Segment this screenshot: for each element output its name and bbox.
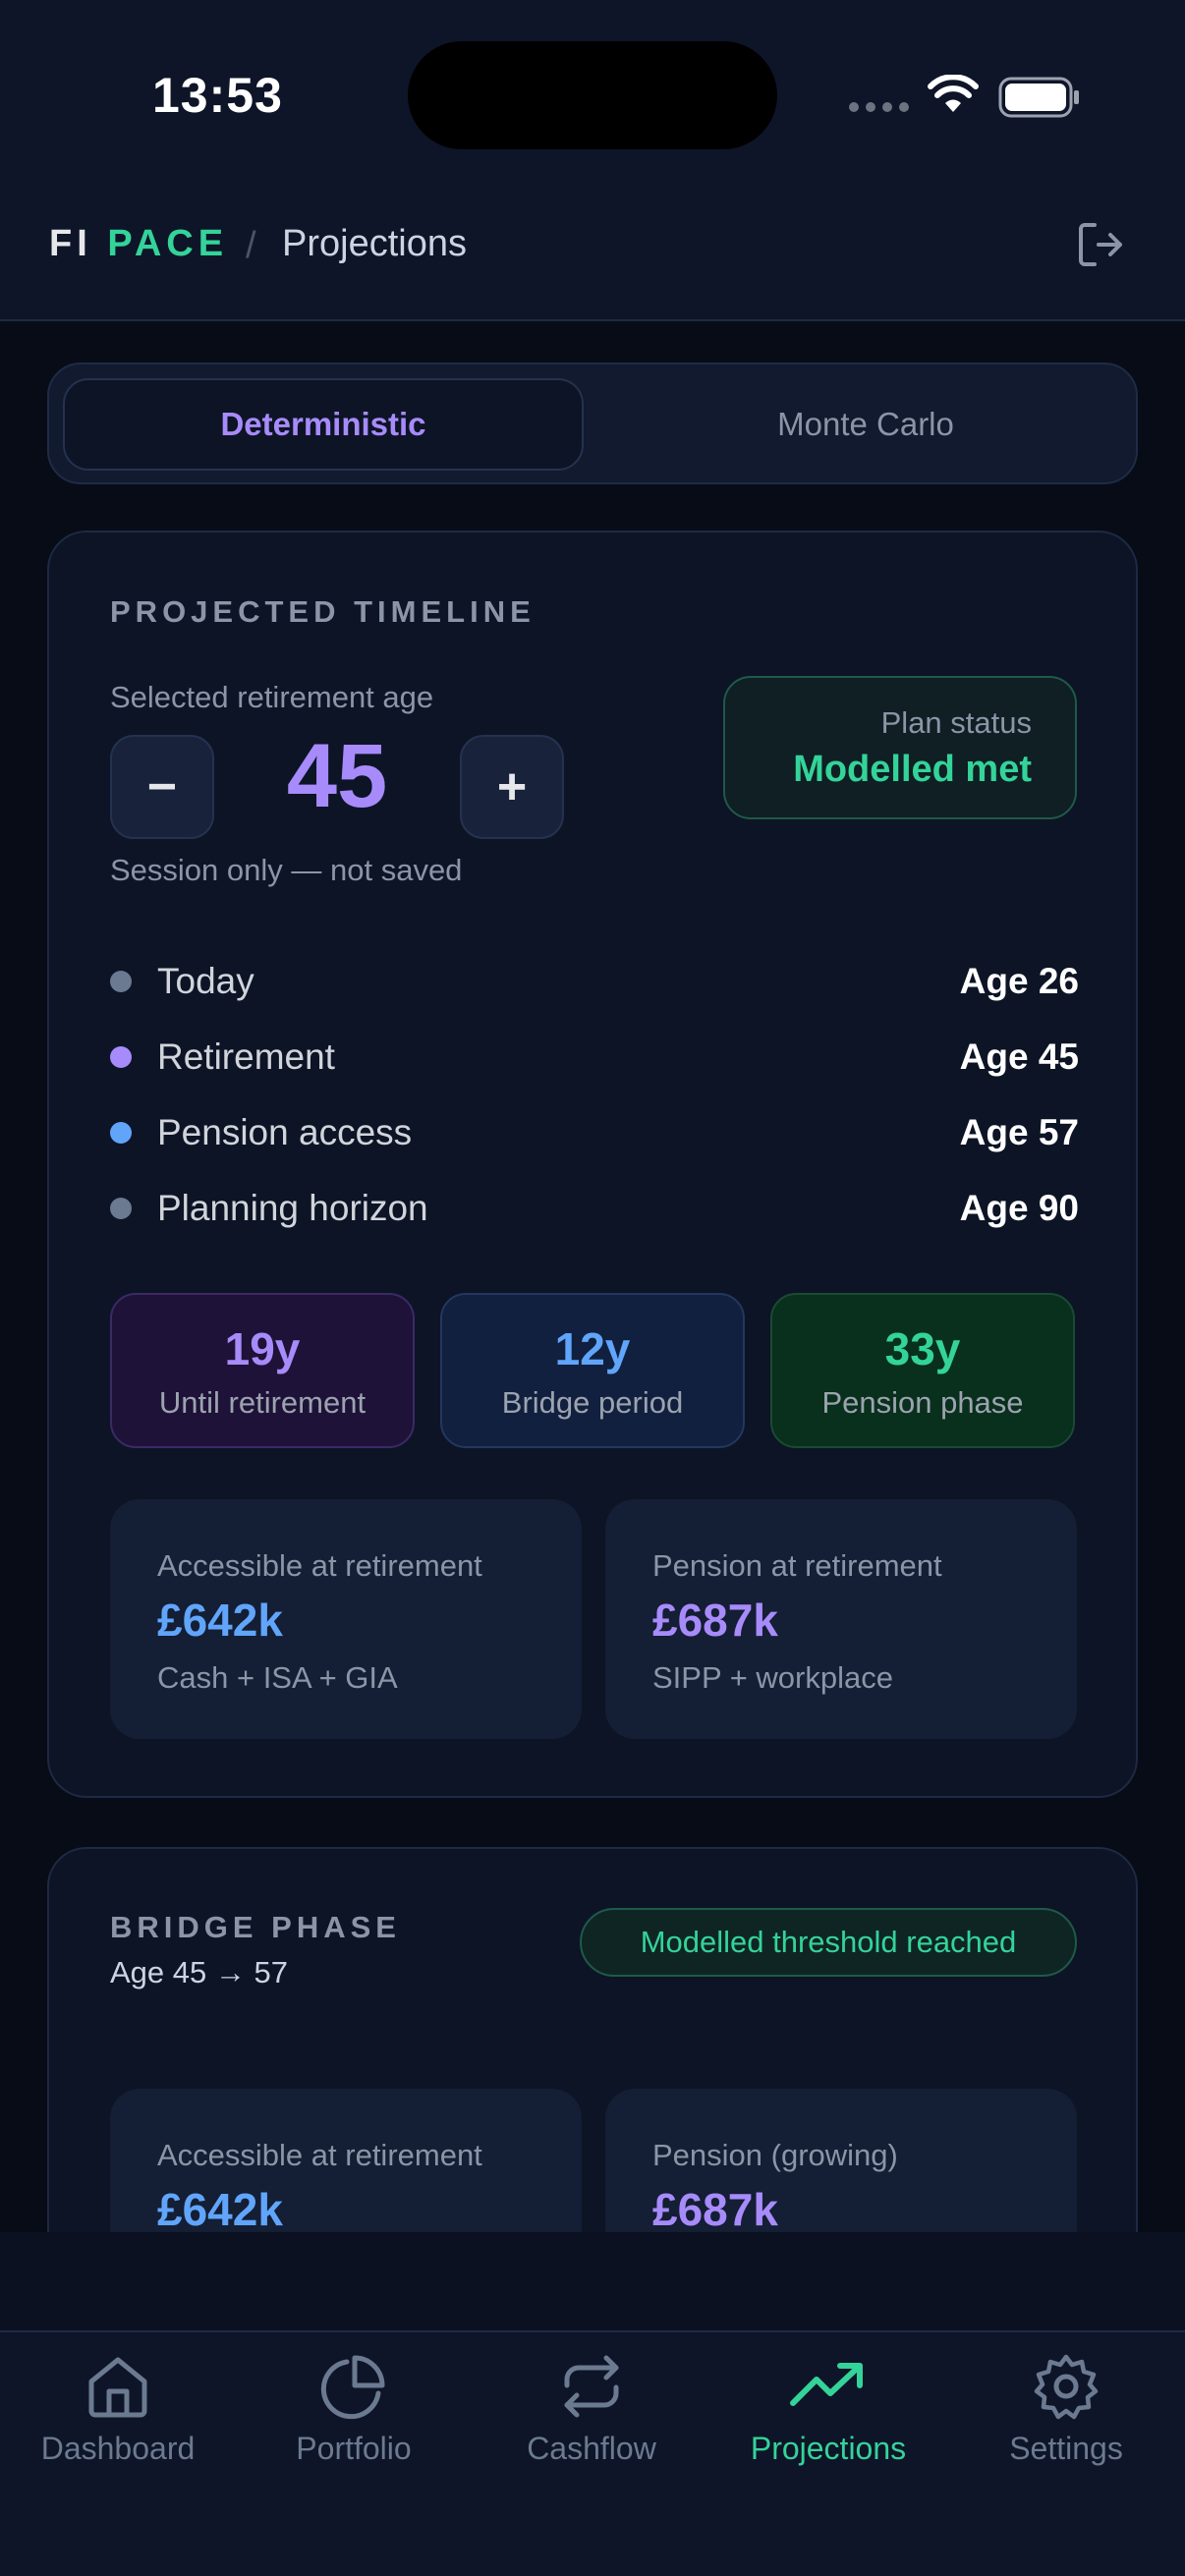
bridge-period-stat: 12y Bridge period xyxy=(440,1293,745,1448)
wifi-icon xyxy=(928,75,979,112)
tab-deterministic[interactable]: Deterministic xyxy=(63,378,584,471)
tab-settings[interactable]: Settings xyxy=(958,2352,1174,2499)
page-title: Projections xyxy=(282,223,467,264)
tab-portfolio[interactable]: Portfolio xyxy=(246,2352,462,2499)
milestone-dot xyxy=(110,971,132,992)
battery-icon xyxy=(998,77,1079,118)
bridge-phase-card: BRIDGE PHASE Age 45 → 57 Modelled thresh… xyxy=(47,1847,1138,2232)
tab-dashboard[interactable]: Dashboard xyxy=(10,2352,226,2499)
tab-monte-carlo[interactable]: Monte Carlo xyxy=(777,406,954,442)
milestone-dot xyxy=(110,1122,132,1144)
repeat-icon xyxy=(564,2355,619,2418)
accessible-at-retirement-box: Accessible at retirement £642k Cash + IS… xyxy=(110,1499,582,1739)
main-content[interactable]: Deterministic Monte Carlo PROJECTED TIME… xyxy=(0,321,1185,2232)
milestone-row: Planning horizon Age 90 xyxy=(110,1179,1079,1238)
milestone-row: Pension access Age 57 xyxy=(110,1103,1079,1162)
bridge-age-range: Age 45 → 57 xyxy=(110,1955,288,1989)
pension-at-retirement-box: Pension at retirement £687k SIPP + workp… xyxy=(605,1499,1077,1739)
mode-toggle: Deterministic Monte Carlo xyxy=(47,363,1138,484)
brand-logo: FI PACE xyxy=(49,223,229,264)
app-header: FI PACE / Projections xyxy=(0,192,1185,321)
gear-icon xyxy=(1034,2354,1099,2420)
milestone-dot xyxy=(110,1198,132,1219)
tab-projections[interactable]: Projections xyxy=(720,2352,936,2499)
pension-phase-stat: 33y Pension phase xyxy=(770,1293,1075,1448)
pie-chart-icon xyxy=(320,2355,385,2420)
signal-icon xyxy=(849,102,909,112)
home-icon xyxy=(88,2357,147,2418)
decrease-age-button[interactable]: − xyxy=(110,735,214,839)
bottom-tab-bar: Dashboard Portfolio Cashflow Projections… xyxy=(0,2330,1185,2576)
milestone-row: Today Age 26 xyxy=(110,952,1079,1011)
status-time: 13:53 xyxy=(152,68,283,123)
bridge-accessible-box: Accessible at retirement £642k xyxy=(110,2089,582,2232)
trending-up-icon xyxy=(790,2363,863,2406)
section-title: PROJECTED TIMELINE xyxy=(110,594,536,629)
milestone-row: Retirement Age 45 xyxy=(110,1028,1079,1087)
milestone-dot xyxy=(110,1046,132,1068)
status-badge: Modelled threshold reached xyxy=(580,1908,1077,1977)
plan-status-value: Modelled met xyxy=(793,749,1032,790)
logout-icon[interactable] xyxy=(1073,217,1128,272)
breadcrumb-separator: / xyxy=(246,225,256,266)
tab-cashflow[interactable]: Cashflow xyxy=(483,2352,700,2499)
retirement-age-value: 45 xyxy=(286,726,388,826)
retirement-age-label: Selected retirement age xyxy=(110,680,434,714)
section-title: BRIDGE PHASE xyxy=(110,1910,401,1944)
dynamic-island xyxy=(408,41,777,149)
plan-status-label: Plan status xyxy=(880,705,1032,740)
plan-status-badge: Plan status Modelled met xyxy=(723,676,1077,819)
projected-timeline-card: PROJECTED TIMELINE Selected retirement a… xyxy=(47,531,1138,1798)
until-retirement-stat: 19y Until retirement xyxy=(110,1293,415,1448)
status-bar: 13:53 xyxy=(0,0,1185,192)
session-note: Session only — not saved xyxy=(110,853,463,887)
bridge-pension-box: Pension (growing) £687k xyxy=(605,2089,1077,2232)
increase-age-button[interactable]: + xyxy=(460,735,564,839)
